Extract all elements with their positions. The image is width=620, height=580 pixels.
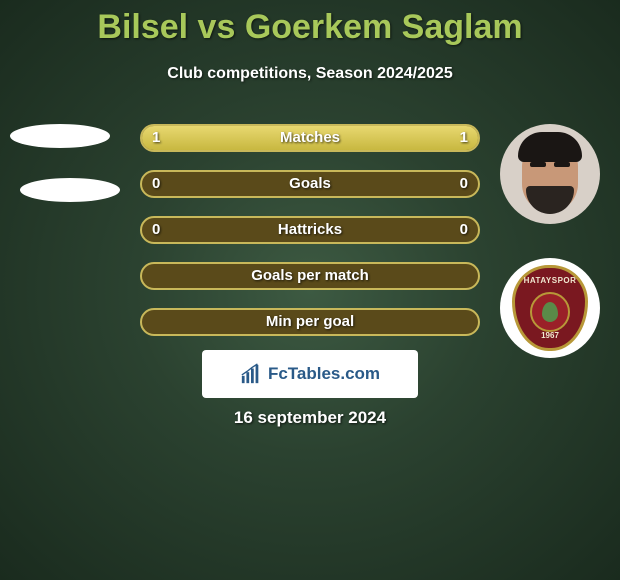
chart-icon: [240, 363, 262, 385]
stat-bar: Goals per match: [140, 262, 480, 290]
comparison-card: Bilsel vs Goerkem Saglam Club competitio…: [0, 0, 620, 580]
badge-year: 1967: [515, 331, 585, 340]
stat-bar: 11Matches: [140, 124, 480, 152]
stat-bar: 00Hattricks: [140, 216, 480, 244]
player-right-club-badge: HATAYSPOR 1967: [500, 258, 600, 358]
face-icon: [500, 124, 600, 224]
bar-label: Hattricks: [142, 218, 478, 242]
stat-bar: Min per goal: [140, 308, 480, 336]
bar-label: Goals: [142, 172, 478, 196]
watermark: FcTables.com: [202, 350, 418, 398]
stat-bar: 00Goals: [140, 170, 480, 198]
subtitle: Club competitions, Season 2024/2025: [0, 65, 620, 83]
player-right-avatar: [500, 124, 600, 224]
date: 16 september 2024: [0, 408, 620, 428]
bar-label: Goals per match: [142, 264, 478, 288]
bar-label: Matches: [142, 126, 478, 150]
title: Bilsel vs Goerkem Saglam: [0, 0, 620, 47]
stats-bars: 11Matches 00Goals 00Hattricks Goals per mat…: [140, 124, 480, 354]
player-left-avatar-placeholder-2: [20, 178, 120, 202]
bar-label: Min per goal: [142, 310, 478, 334]
badge-label: HATAYSPOR: [515, 276, 585, 285]
player-left-avatar-placeholder-1: [10, 124, 110, 148]
watermark-text: FcTables.com: [268, 364, 380, 384]
club-badge-icon: HATAYSPOR 1967: [512, 265, 588, 351]
